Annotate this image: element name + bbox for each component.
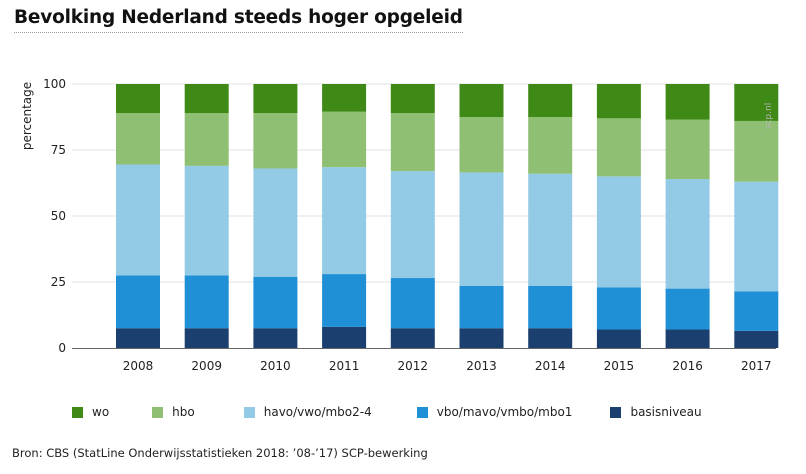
bar-segment-vbo-mavo-vmbo-mbo1-2011 [322,274,367,327]
bar-segment-vbo-mavo-vmbo-mbo1-2015 [596,287,641,330]
bar-segment-wo-2011 [322,84,367,112]
legend-swatch [243,406,255,418]
bar-segment-basisniveau-2014 [528,328,573,348]
source-note: Bron: CBS (StatLine Onderwijsstatistieke… [12,446,428,460]
bar-segment-havo-vwo-mbo2-4-2011 [322,167,367,275]
x-tick-label: 2011 [329,359,360,373]
x-tick-label: 2010 [260,359,291,373]
y-axis-label: percentage [20,82,34,150]
bar-segment-vbo-mavo-vmbo-mbo1-2017 [734,291,779,331]
bar-segment-hbo-2010 [253,113,298,169]
bar-segment-havo-vwo-mbo2-4-2017 [734,181,779,292]
x-axis-ticks: 2008 2009 2010 2011 2012 2013 2014 2015 2016 2017 [123,359,772,373]
bar-segment-basisniveau-2013 [459,328,504,348]
bar-segment-vbo-mavo-vmbo-mbo1-2013 [459,285,504,329]
bar-segment-basisniveau-2015 [596,329,641,348]
x-tick-label: 2009 [191,359,222,373]
bar-segment-wo-2017 [734,84,779,121]
bar-segment-hbo-2011 [322,111,367,168]
bar-segment-hbo-2014 [528,117,573,174]
x-tick-label: 2015 [604,359,635,373]
bar-segment-basisniveau-2012 [390,328,435,348]
bar-segment-basisniveau-2010 [253,328,298,348]
bar-segment-hbo-2015 [596,118,641,177]
bar-segment-hbo-2016 [665,119,710,180]
x-tick-label: 2017 [741,359,772,373]
bar-segment-havo-vwo-mbo2-4-2008 [116,164,160,276]
bar-segment-hbo-2012 [390,113,435,172]
x-tick-label: 2014 [535,359,566,373]
bar-segment-hbo-2009 [184,113,229,166]
legend-item: wo [72,405,109,419]
y-axis-ticks: 0 25 50 75 100 [43,77,66,355]
legend-swatch [610,406,622,418]
bar-segment-havo-vwo-mbo2-4-2014 [528,173,573,286]
legend-item: hbo [152,405,195,419]
legend-swatch [416,406,428,418]
x-tick-label: 2008 [123,359,154,373]
bar-segment-wo-2014 [528,84,573,117]
legend-item: basisniveau [610,405,702,419]
bar-segment-wo-2015 [596,84,641,119]
bar-segment-wo-2012 [390,84,435,114]
bar-segment-basisniveau-2011 [322,326,367,348]
chart-title: Bevolking Nederland steeds hoger opgelei… [14,7,463,33]
bar-segment-vbo-mavo-vmbo-mbo1-2009 [184,275,229,329]
y-tick-label: 0 [58,341,66,355]
bars [116,84,779,348]
legend-item: vbo/mavo/vmbo/mbo1 [416,405,573,419]
bar-segment-basisniveau-2009 [184,328,229,348]
bar-segment-wo-2016 [665,84,710,120]
bar-segment-havo-vwo-mbo2-4-2010 [253,168,298,277]
x-tick-label: 2013 [466,359,497,373]
bar-segment-havo-vwo-mbo2-4-2012 [390,171,435,279]
legend-label: wo [92,405,110,419]
x-tick-label: 2012 [398,359,429,373]
bar-segment-wo-2008 [116,84,160,114]
legend-label: havo/vwo/mbo2-4 [263,405,372,419]
bar-segment-basisniveau-2016 [665,329,710,348]
bar-segment-wo-2009 [184,84,229,114]
bar-segment-hbo-2017 [734,120,779,182]
y-tick-label: 100 [43,77,66,91]
bar-segment-hbo-2008 [116,113,160,165]
legend-label: hbo [172,405,195,419]
x-tick-label: 2016 [672,359,703,373]
y-tick-label: 75 [51,143,66,157]
bar-segment-hbo-2013 [459,117,504,173]
bar-segment-havo-vwo-mbo2-4-2015 [596,176,641,288]
y-tick-label: 50 [51,209,66,223]
bar-segment-havo-vwo-mbo2-4-2009 [184,165,229,276]
watermark: scp.nl [764,103,774,129]
bar-segment-basisniveau-2008 [116,328,160,348]
bar-segment-basisniveau-2017 [734,330,779,348]
bar-segment-vbo-mavo-vmbo-mbo1-2010 [253,276,298,329]
bar-segment-havo-vwo-mbo2-4-2016 [665,179,710,289]
bar-segment-vbo-mavo-vmbo-mbo1-2008 [116,275,160,329]
legend-item: havo/vwo/mbo2-4 [243,405,372,419]
bar-segment-wo-2013 [459,84,504,117]
bar-segment-wo-2010 [253,84,298,114]
y-tick-label: 25 [51,275,66,289]
legend-swatch [72,406,83,418]
bar-segment-vbo-mavo-vmbo-mbo1-2016 [665,288,710,330]
legend: wo hbo havo/vwo/mbo2-4 vbo/mavo/vmbo/mbo1 ba… [72,405,702,419]
bar-segment-havo-vwo-mbo2-4-2013 [459,172,504,286]
bar-segment-vbo-mavo-vmbo-mbo1-2012 [390,278,435,329]
legend-label: vbo/mavo/vmbo/mbo1 [436,405,573,419]
bar-segment-vbo-mavo-vmbo-mbo1-2014 [528,285,573,329]
legend-label: basisniveau [630,405,702,419]
legend-swatch [152,406,164,418]
